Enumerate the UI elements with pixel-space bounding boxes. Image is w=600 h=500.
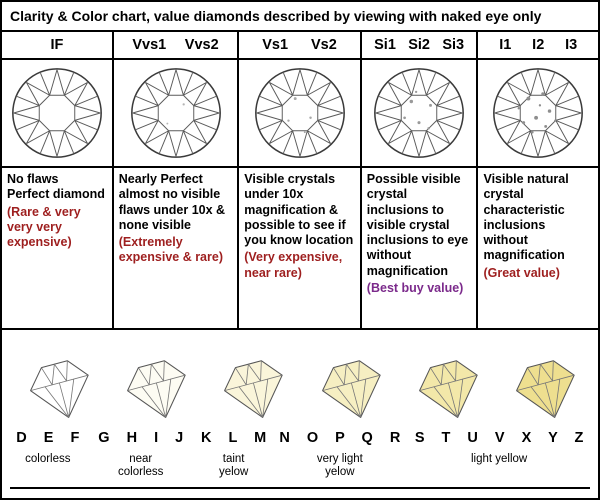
clarity-description: Possible visible crystal inclusions to v… (366, 172, 469, 278)
side-diamond-shape (317, 356, 389, 422)
diamond-side-view (113, 342, 195, 422)
grade-column-vs: Vs1 Vs2 Visible crystals under 10x magni… (239, 32, 362, 328)
color-group-faint-yellow: K L M taint yelow (194, 430, 274, 479)
color-grade-label: taint yelow (218, 453, 249, 479)
diamond-side-view (308, 342, 390, 422)
diamond-cell-i (478, 60, 598, 168)
side-diamond-shape (220, 356, 292, 422)
description-cell-si: Possible visible crystal inclusions to v… (362, 168, 477, 328)
diamond-cell-vvs (113, 60, 238, 168)
color-group-colorless: D E F colorless (8, 430, 88, 479)
diamond-top-view (371, 65, 467, 161)
grade-header-si: Si1 Si2 Si3 (361, 32, 477, 60)
description-cell-i: Visible natural crystal characteristic i… (478, 168, 598, 328)
clarity-description: Visible natural crystal characteristic i… (483, 172, 569, 263)
grade-label: Si1 (374, 37, 396, 53)
diamond-top-view (252, 65, 348, 161)
diamond-side-view (405, 342, 487, 422)
chart-title: Clarity & Color chart, value diamonds de… (2, 2, 598, 32)
grade-label: I1 (499, 37, 512, 53)
clarity-grade-table: IF No flaws Perfect diamond (Rare & very… (2, 32, 598, 330)
grade-label: IF (50, 37, 64, 53)
side-diamond-shape (123, 356, 195, 422)
side-diamond-shape (415, 356, 487, 422)
grade-header-vs: Vs1 Vs2 (239, 32, 360, 60)
description-cell-if: No flaws Perfect diamond (Rare & very ve… (2, 168, 112, 328)
grade-header-if: IF (2, 32, 112, 60)
color-grade-letters: D E F (16, 430, 80, 446)
color-grade-label: very light yelow (316, 453, 363, 479)
grade-label: Vvs1 (132, 37, 167, 53)
diamond-cell-vs (239, 60, 360, 168)
clarity-description: No flaws Perfect diamond (7, 172, 105, 202)
grade-label: Si2 (408, 37, 430, 53)
grade-label: I2 (532, 37, 545, 53)
grade-column-if: IF No flaws Perfect diamond (Rare & very… (2, 32, 114, 328)
grade-label: Vvs2 (184, 37, 219, 53)
color-grade-groups: D E F colorless G H I J near colorless K… (8, 430, 592, 479)
diamond-cell-if (2, 60, 112, 168)
grade-column-si: Si1 Si2 Si3 Possible visible crystal inc… (361, 32, 479, 328)
color-grade-letters: S T U V X Y Z (414, 430, 584, 446)
color-grade-label: near colorless (118, 453, 164, 479)
description-cell-vs: Visible crystals under 10x magnification… (239, 168, 360, 328)
grade-column-i: I1 I2 I3 Visible natural crystal (478, 32, 598, 328)
color-grade-label: colorless (25, 453, 71, 465)
description-cell-vvs: Nearly Perfect almost no visible flaws u… (114, 168, 237, 328)
diamond-top-view (128, 65, 224, 161)
grade-header-i: I1 I2 I3 (478, 32, 598, 60)
color-grade-letters: K L M (201, 430, 267, 446)
color-diamond-row (8, 336, 592, 428)
color-grade-letters: N O P Q R (279, 430, 401, 446)
side-diamond-shape (512, 356, 584, 422)
diamond-cell-si (361, 60, 477, 168)
grade-column-vvs: Vvs1 Vvs2 Nearly Perfect almost no visib… (113, 32, 240, 328)
diamond-top-view (9, 65, 105, 161)
diamond-top-view (490, 65, 586, 161)
clarity-note: (Great value) (483, 265, 560, 280)
inclusion-dots (165, 103, 185, 125)
clarity-note: (Extremely expensive & rare) (118, 235, 223, 265)
inclusion-dots (403, 90, 433, 130)
inclusion-dots (286, 97, 312, 134)
color-group-near-colorless: G H I J near colorless (88, 430, 194, 479)
clarity-note: (Best buy value) (366, 280, 464, 295)
inclusion-dots (517, 92, 557, 134)
clarity-description: Nearly Perfect almost no visible flaws u… (118, 172, 226, 232)
clarity-description: Visible crystals under 10x magnification… (244, 172, 354, 247)
color-grade-letters: G H I J (98, 430, 184, 446)
grade-label: Si3 (442, 37, 465, 53)
bottom-divider (10, 487, 590, 490)
grade-label: Vs2 (311, 37, 337, 53)
diamond-side-view (210, 342, 292, 422)
color-group-very-light-yellow: N O P Q R very light yelow (273, 430, 406, 479)
side-diamond-shape (25, 356, 97, 422)
diamond-side-view (502, 342, 584, 422)
clarity-note: (Rare & very very very expensive) (7, 204, 81, 250)
grade-label: Vs1 (262, 37, 289, 53)
color-scale-section: D E F colorless G H I J near colorless K… (2, 330, 598, 498)
diamond-side-view (16, 342, 98, 422)
grade-label: I3 (565, 37, 578, 53)
clarity-note: (Very expensive, near rare) (244, 250, 343, 280)
color-group-light-yellow: S T U V X Y Z light yellow (406, 430, 592, 479)
color-grade-label: light yellow (470, 453, 528, 465)
grade-header-vvs: Vvs1 Vvs2 (113, 32, 238, 60)
